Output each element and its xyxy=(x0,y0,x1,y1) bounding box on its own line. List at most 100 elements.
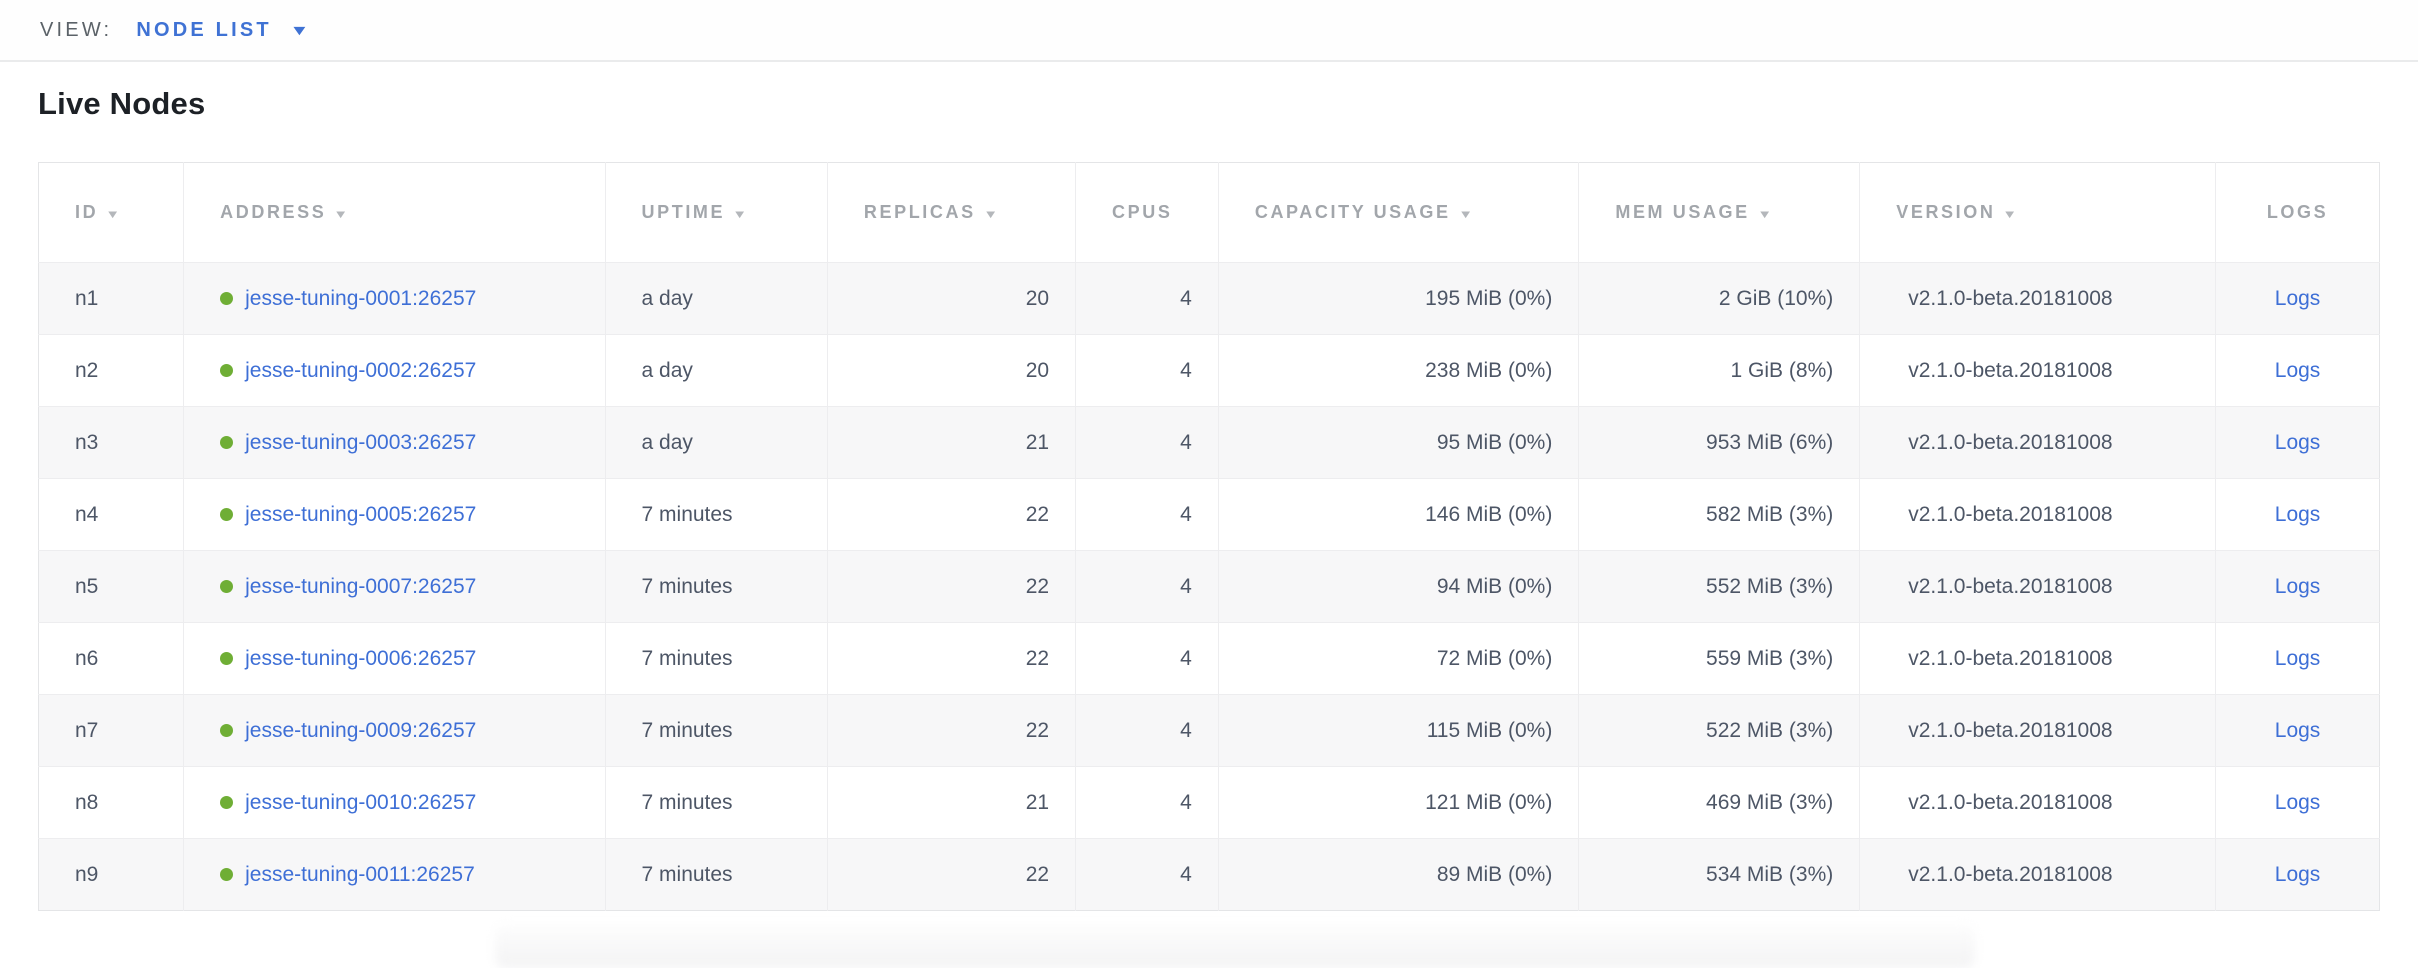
node-version-cell: v2.1.0-beta.20181008 xyxy=(1859,262,2216,335)
node-version-cell: v2.1.0-beta.20181008 xyxy=(1859,694,2216,767)
node-uptime-cell: 7 minutes xyxy=(604,550,828,623)
next-panel-shadow xyxy=(495,924,1975,968)
sort-desc-icon: ▼ xyxy=(2002,207,2021,221)
node-capacity-usage-cell: 94 MiB (0%) xyxy=(1217,550,1579,623)
node-version-cell: v2.1.0-beta.20181008 xyxy=(1859,406,2216,479)
node-cpus-cell: 4 xyxy=(1075,334,1219,407)
node-address-cell: jesse-tuning-0003:26257 xyxy=(183,406,606,479)
node-uptime-cell: 7 minutes xyxy=(604,622,828,695)
node-live-status-icon xyxy=(220,795,234,809)
node-mem-usage-cell: 1 GiB (8%) xyxy=(1578,334,1860,407)
table-row: n3 jesse-tuning-0003:26257 a day 21 4 95… xyxy=(38,406,2380,479)
node-mem-usage-cell: 552 MiB (3%) xyxy=(1578,550,1860,623)
node-id-cell: n2 xyxy=(38,334,184,407)
node-address-link[interactable]: jesse-tuning-0009:26257 xyxy=(245,718,477,742)
logs-link[interactable]: Logs xyxy=(2274,430,2321,454)
node-capacity-usage-cell: 121 MiB (0%) xyxy=(1217,766,1579,839)
node-address-cell: jesse-tuning-0011:26257 xyxy=(183,838,606,911)
logs-link[interactable]: Logs xyxy=(2274,502,2321,526)
node-mem-usage-cell: 559 MiB (3%) xyxy=(1578,622,1860,695)
sort-desc-icon: ▼ xyxy=(982,207,1002,221)
column-header-cpus: CPUS xyxy=(1075,162,1219,263)
node-version-cell: v2.1.0-beta.20181008 xyxy=(1859,766,2216,839)
node-id-cell: n6 xyxy=(38,622,184,695)
table-row: n1 jesse-tuning-0001:26257 a day 20 4 19… xyxy=(38,262,2380,335)
sort-desc-icon: ▼ xyxy=(732,207,751,221)
node-address-cell: jesse-tuning-0007:26257 xyxy=(183,550,606,623)
node-capacity-usage-cell: 115 MiB (0%) xyxy=(1217,694,1579,767)
logs-link[interactable]: Logs xyxy=(2274,718,2321,742)
column-header-address[interactable]: ADDRESS ▼ xyxy=(183,162,606,263)
node-live-status-icon xyxy=(220,291,234,305)
node-capacity-usage-cell: 89 MiB (0%) xyxy=(1217,838,1579,911)
page-title: Live Nodes xyxy=(38,86,206,121)
node-replicas-cell: 22 xyxy=(826,478,1076,551)
node-capacity-usage-cell: 72 MiB (0%) xyxy=(1217,622,1579,695)
node-cpus-cell: 4 xyxy=(1075,478,1219,551)
logs-link[interactable]: Logs xyxy=(2274,790,2321,814)
node-mem-usage-cell: 953 MiB (6%) xyxy=(1578,406,1860,479)
node-live-status-icon xyxy=(220,651,234,665)
view-label: VIEW: xyxy=(40,18,113,41)
node-address-link[interactable]: jesse-tuning-0001:26257 xyxy=(245,286,477,310)
node-logs-cell: Logs xyxy=(2215,766,2380,839)
sort-desc-icon: ▼ xyxy=(1457,207,1476,221)
node-id-cell: n3 xyxy=(38,406,184,479)
logs-link[interactable]: Logs xyxy=(2274,358,2321,382)
node-address-link[interactable]: jesse-tuning-0003:26257 xyxy=(245,430,477,454)
node-address-link[interactable]: jesse-tuning-0005:26257 xyxy=(245,502,477,526)
node-mem-usage-cell: 582 MiB (3%) xyxy=(1578,478,1860,551)
logs-link[interactable]: Logs xyxy=(2274,862,2321,886)
node-version-cell: v2.1.0-beta.20181008 xyxy=(1859,550,2216,623)
node-address-link[interactable]: jesse-tuning-0006:26257 xyxy=(245,646,477,670)
node-cpus-cell: 4 xyxy=(1075,406,1219,479)
sort-desc-icon: ▼ xyxy=(1756,207,1776,221)
column-header-replicas[interactable]: REPLICAS ▼ xyxy=(826,162,1076,263)
table-header-row: ID ▼ ADDRESS ▼ UPTIME ▼ REPLICAS ▼ CPUS xyxy=(38,162,2380,263)
logs-link[interactable]: Logs xyxy=(2274,574,2321,598)
node-cpus-cell: 4 xyxy=(1075,766,1219,839)
column-header-capacity-usage[interactable]: CAPACITY USAGE ▼ xyxy=(1217,162,1579,263)
node-address-link[interactable]: jesse-tuning-0011:26257 xyxy=(245,862,475,886)
table-row: n7 jesse-tuning-0009:26257 7 minutes 22 … xyxy=(38,694,2380,767)
node-live-status-icon xyxy=(220,723,234,737)
chevron-down-icon: ▼ xyxy=(289,21,310,39)
node-replicas-cell: 22 xyxy=(826,622,1076,695)
node-uptime-cell: a day xyxy=(604,406,828,479)
node-id-cell: n7 xyxy=(38,694,184,767)
sort-desc-icon: ▼ xyxy=(333,207,352,221)
node-live-status-icon xyxy=(220,507,234,521)
view-selector-dropdown[interactable]: NODE LIST ▼ xyxy=(136,18,310,42)
node-live-status-icon xyxy=(220,435,234,449)
node-version-cell: v2.1.0-beta.20181008 xyxy=(1859,478,2216,551)
node-uptime-cell: 7 minutes xyxy=(604,694,828,767)
column-header-uptime[interactable]: UPTIME ▼ xyxy=(604,162,828,263)
node-logs-cell: Logs xyxy=(2215,406,2380,479)
view-selected-value: NODE LIST xyxy=(136,18,272,41)
node-address-cell: jesse-tuning-0010:26257 xyxy=(183,766,606,839)
node-uptime-cell: a day xyxy=(604,262,828,335)
logs-link[interactable]: Logs xyxy=(2274,286,2321,310)
table-row: n9 jesse-tuning-0011:26257 7 minutes 22 … xyxy=(38,838,2380,911)
sort-desc-icon: ▼ xyxy=(105,207,124,221)
column-header-version[interactable]: VERSION ▼ xyxy=(1859,162,2216,263)
table-row: n2 jesse-tuning-0002:26257 a day 20 4 23… xyxy=(38,334,2380,407)
column-header-mem-usage[interactable]: MEM USAGE ▼ xyxy=(1578,162,1860,263)
logs-link[interactable]: Logs xyxy=(2274,646,2321,670)
node-cpus-cell: 4 xyxy=(1075,622,1219,695)
node-live-status-icon xyxy=(220,363,234,377)
table-row: n4 jesse-tuning-0005:26257 7 minutes 22 … xyxy=(38,478,2380,551)
node-cpus-cell: 4 xyxy=(1075,550,1219,623)
node-logs-cell: Logs xyxy=(2215,478,2380,551)
node-uptime-cell: 7 minutes xyxy=(604,478,828,551)
node-address-link[interactable]: jesse-tuning-0002:26257 xyxy=(245,358,477,382)
node-replicas-cell: 22 xyxy=(826,550,1076,623)
node-logs-cell: Logs xyxy=(2215,550,2380,623)
node-address-link[interactable]: jesse-tuning-0010:26257 xyxy=(245,790,477,814)
node-version-cell: v2.1.0-beta.20181008 xyxy=(1859,622,2216,695)
node-address-link[interactable]: jesse-tuning-0007:26257 xyxy=(245,574,477,598)
node-capacity-usage-cell: 238 MiB (0%) xyxy=(1217,334,1579,407)
column-header-id[interactable]: ID ▼ xyxy=(38,162,184,263)
live-nodes-section: Live Nodes ID ▼ ADDRESS ▼ UPTIME ▼ xyxy=(0,86,2418,911)
node-address-cell: jesse-tuning-0002:26257 xyxy=(183,334,606,407)
